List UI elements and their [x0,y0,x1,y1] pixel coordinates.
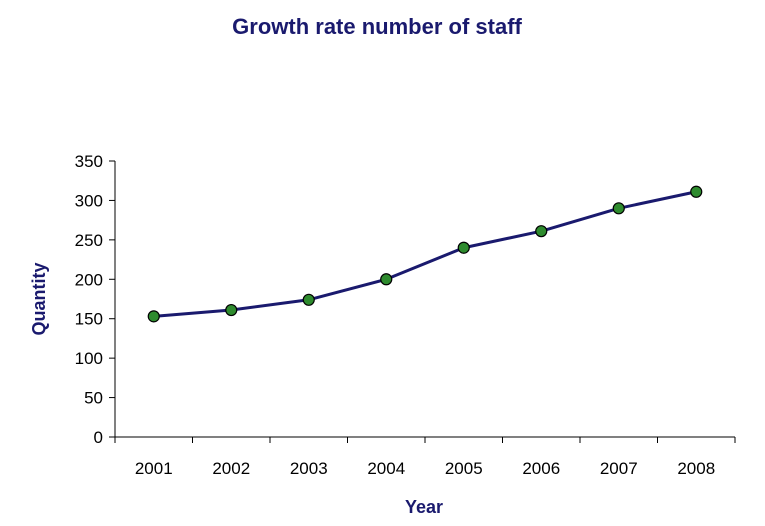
y-tick-label: 350 [75,152,103,171]
x-axis-title: Year [405,497,443,517]
series-line [153,190,697,318]
chart-title: Growth rate number of staff [232,14,522,39]
x-tick-label: 2008 [677,459,715,478]
x-tick-label: 2004 [367,459,405,478]
y-axis-title: Quantity [29,262,49,335]
x-tick-label: 2001 [135,459,173,478]
y-tick-label: 0 [94,428,103,447]
plot-area: 0 50 100 150 200 250 300 350 2001 2002 2003 2004 200… [75,152,736,478]
data-point [147,310,160,323]
x-tick-label: 2003 [290,459,328,478]
data-point [612,202,625,215]
data-point [380,273,393,286]
data-point [225,303,238,317]
x-tick-label: 2006 [522,459,560,478]
y-tick-label: 100 [75,349,103,368]
data-point [457,241,470,254]
x-tick-label: 2007 [600,459,638,478]
data-point [690,185,703,198]
x-tick-label: 2005 [445,459,483,478]
y-tick-label: 200 [75,270,103,289]
y-tick-label: 300 [75,191,103,210]
data-point [535,225,548,238]
x-tick-label: 2002 [212,459,250,478]
y-tick-label: 150 [75,310,103,329]
y-tick-label: 50 [84,389,103,408]
y-tick-label: 250 [75,231,103,250]
data-point [302,293,315,306]
